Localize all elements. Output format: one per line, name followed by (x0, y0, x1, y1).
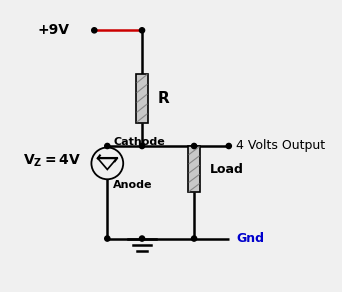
Circle shape (192, 143, 197, 149)
Text: +9V: +9V (38, 23, 70, 37)
Circle shape (105, 143, 110, 149)
Text: $\mathbf{V_Z = 4V}$: $\mathbf{V_Z = 4V}$ (24, 152, 81, 169)
Text: Load: Load (210, 163, 244, 175)
Circle shape (140, 236, 145, 241)
Text: Anode: Anode (113, 180, 153, 190)
Circle shape (91, 147, 123, 179)
Circle shape (140, 143, 145, 149)
Circle shape (105, 236, 110, 241)
Text: 4 Volts Output: 4 Volts Output (236, 140, 325, 152)
Bar (136, 74, 148, 123)
Circle shape (192, 236, 197, 241)
Circle shape (92, 28, 97, 33)
Circle shape (226, 143, 232, 149)
Bar (188, 146, 200, 192)
Text: R: R (158, 91, 170, 106)
Text: Gnd: Gnd (236, 232, 264, 245)
Circle shape (140, 28, 145, 33)
Text: Cathode: Cathode (113, 138, 165, 147)
